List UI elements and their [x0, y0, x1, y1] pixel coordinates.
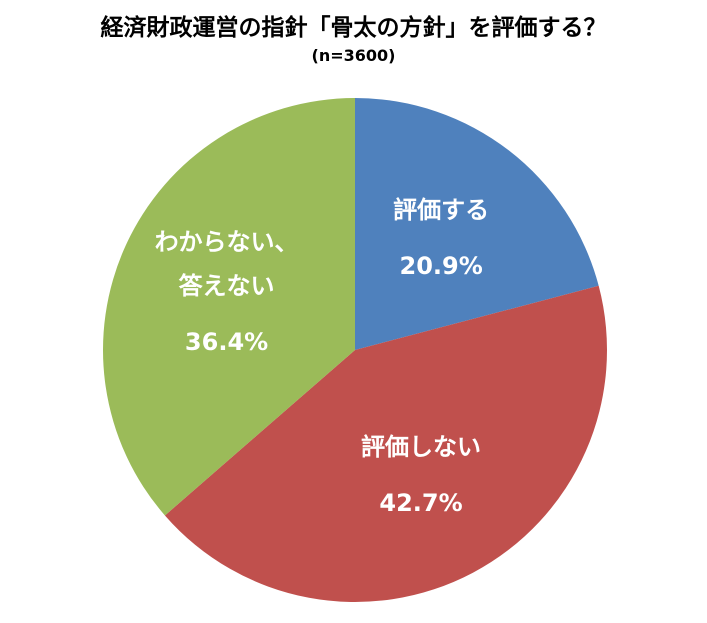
pie-slice	[102, 98, 355, 516]
slice-label: わからない、 答えない 36.4%	[155, 220, 299, 364]
category-label: わからない、 答えない	[154, 227, 299, 300]
pie-slice	[164, 285, 607, 603]
value-label: 36.4%	[184, 327, 269, 356]
slice-label: 評価する 20.9%	[393, 188, 489, 288]
slice-label: 評価しない 42.7%	[361, 425, 481, 525]
category-label: 評価しない	[361, 432, 482, 461]
chart-title: 経済財政運営の指針「骨太の方針」を評価する？	[100, 15, 607, 41]
value-label: 20.9%	[399, 252, 483, 281]
value-label: 42.7%	[379, 488, 463, 517]
chart-subtitle: (n=3600)	[311, 46, 396, 65]
category-label: 評価する	[393, 196, 490, 225]
pie-slice	[355, 98, 599, 350]
